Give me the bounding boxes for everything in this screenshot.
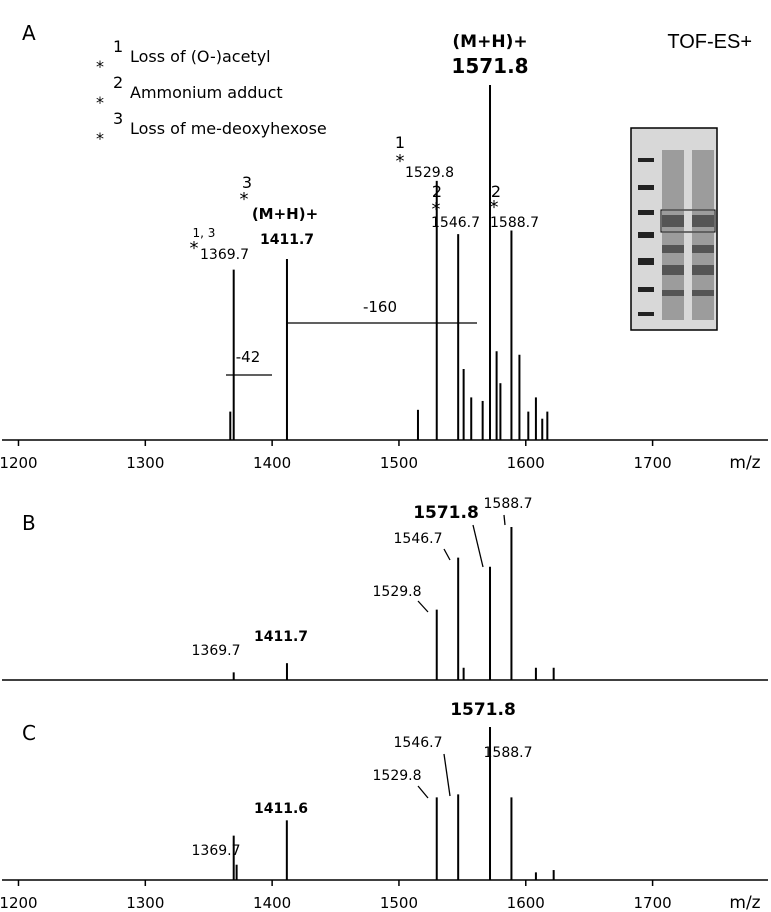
leader-line [472,524,484,568]
peak-annotation: 1411.7 [254,629,308,645]
x-tick-label: 1200 [0,894,38,912]
legend-mark: * [96,93,104,112]
legend-text: Ammonium adduct [130,83,283,102]
peak-annotation: 3 [242,173,252,192]
panel-label: A [22,21,36,45]
peak-annotation: -42 [236,348,261,366]
x-tick-label: 1600 [507,454,545,472]
x-tick-label: 1700 [633,454,671,472]
legend-mark: * [96,57,104,76]
peak-annotation: * [190,238,199,259]
peak-annotation: 1546.7 [394,735,443,751]
x-tick-label: 1400 [253,454,291,472]
gel-inset [630,127,718,331]
legend-text: Loss of (O-)acetyl [130,47,271,66]
x-axis-label: m/z [729,893,760,912]
legend-number: 1 [113,37,123,56]
peak-annotation: 1411.7 [260,232,314,248]
x-tick-label: 1600 [507,894,545,912]
peak-annotation: 1529.8 [373,584,422,600]
peak-annotation: 1571.8 [451,54,528,78]
peak-annotation: (M+H)+ [252,205,318,223]
legend-number: 2 [113,73,123,92]
peak-annotation: * [490,197,499,218]
peak-annotation: -160 [363,298,397,316]
leader-line [417,600,429,613]
peak-annotation: 1, 3 [193,226,216,240]
panel-label: B [22,511,36,535]
peak-annotation: 1529.8 [405,165,454,181]
peak-annotation: 1588.7 [490,215,539,231]
peak-annotation: 1571.8 [450,700,516,720]
legend-mark: * [96,129,104,148]
leader-line [443,753,451,797]
legend-number: 3 [113,109,123,128]
peak-annotation: 1588.7 [484,745,533,761]
x-tick-label: 1200 [0,454,38,472]
x-tick-label: 1300 [126,454,164,472]
peak-annotation: 1588.7 [484,496,533,512]
legend-text: Loss of me-deoxyhexose [130,119,327,138]
peak-annotation: 2 [432,182,442,201]
x-tick-label: 1500 [380,454,418,472]
chart-title: TOF-ES+ [667,31,752,53]
peak-annotation: * [240,189,249,210]
peak-annotation: 1571.8 [413,503,479,523]
peak-annotation: 1546.7 [431,215,480,231]
x-tick-label: 1400 [253,894,291,912]
leader-line [417,785,429,799]
peak-annotation: 1411.6 [254,801,308,817]
peak-annotation: 1546.7 [394,531,443,547]
peak-annotation: 1369.7 [200,247,249,263]
peak-annotation: 1 [395,133,405,152]
peak-annotation: 1529.8 [373,768,422,784]
peak-annotation: * [396,151,405,172]
x-axis-label: m/z [729,453,760,473]
x-tick-label: 1700 [633,894,671,912]
leader-line [443,548,451,561]
x-tick-label: 1300 [126,894,164,912]
leader-line [503,514,506,526]
x-tick-label: 1500 [380,894,418,912]
peak-annotation: 1369.7 [192,843,241,859]
panel-label: C [22,721,36,745]
peak-annotation: 2 [491,182,501,201]
peak-annotation: (M+H)+ [452,32,527,52]
peak-annotation: * [432,199,441,220]
peak-annotation: 1369.7 [192,643,241,659]
